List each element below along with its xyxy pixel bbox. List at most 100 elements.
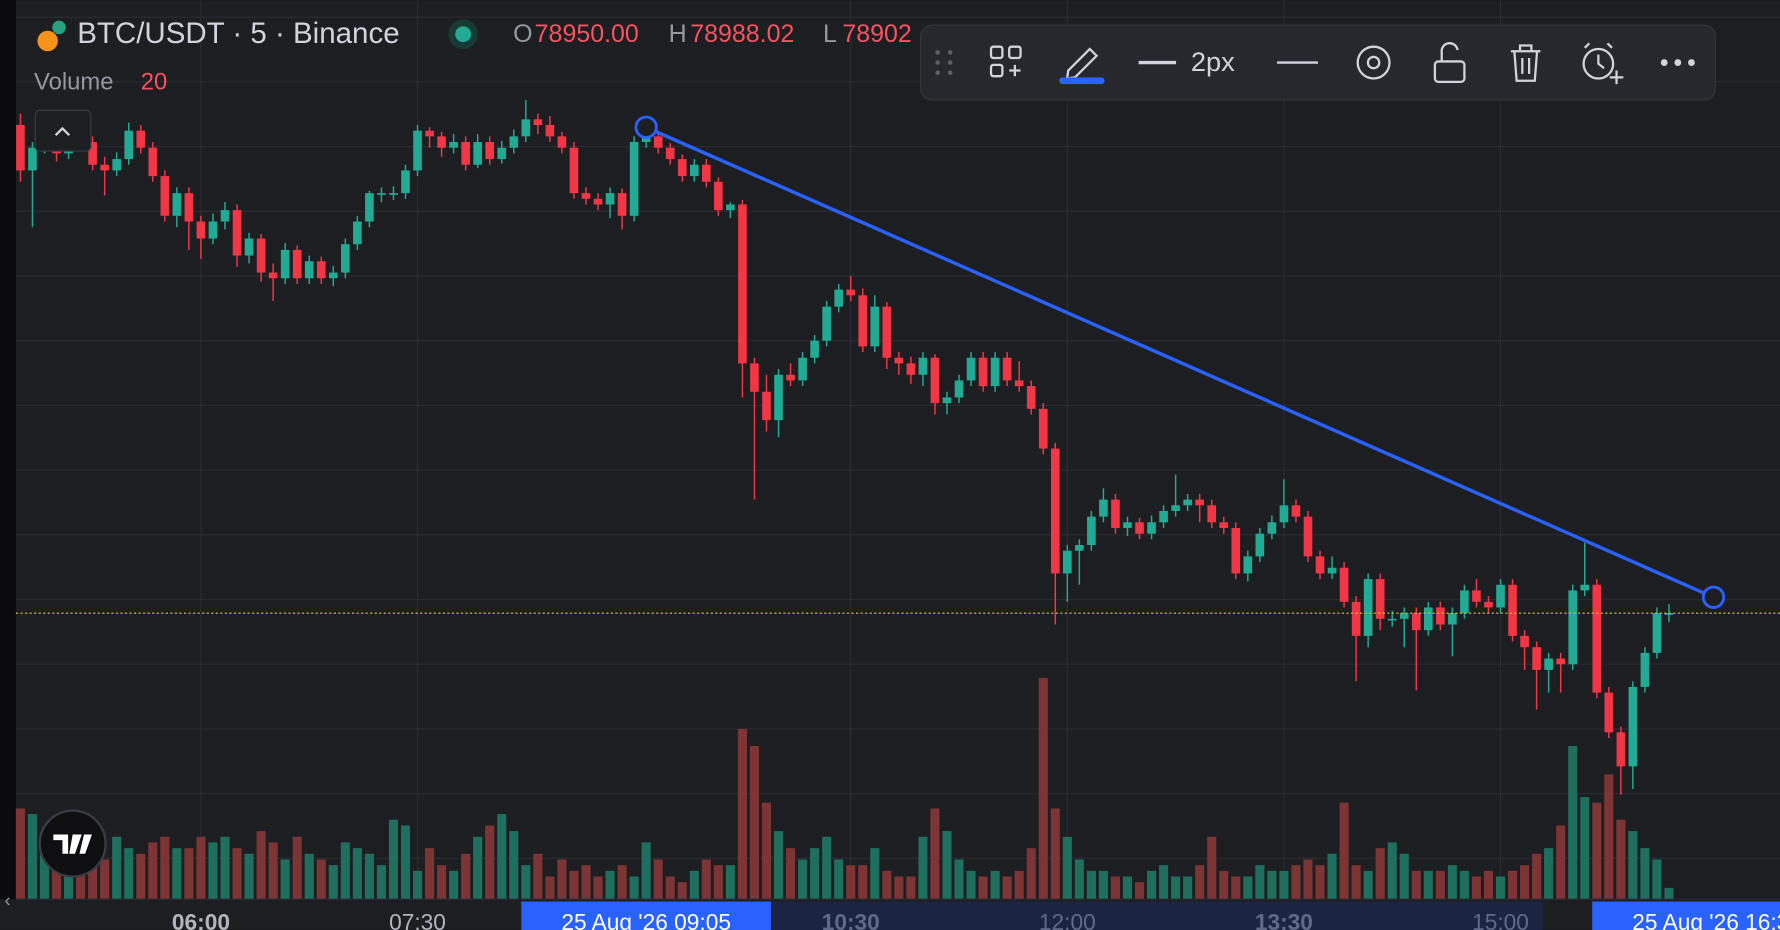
candle-body [377,193,386,195]
volume-bar [617,865,627,900]
template-button[interactable] [989,45,1022,78]
candle-body [1387,618,1397,621]
candle-body [906,363,916,375]
volume-bar [376,865,386,900]
volume-bar [328,865,338,900]
volume-bar [593,876,603,900]
candle-body [581,193,591,199]
candle-body [1616,732,1626,767]
volume-bar [1351,865,1361,900]
volume-bar [737,728,747,900]
candle-body [1183,499,1192,506]
settings-button[interactable] [1356,45,1391,80]
candle-body [401,170,410,194]
alert-button[interactable] [1582,42,1624,85]
volume-bar [653,859,663,900]
candle-body [413,130,422,171]
candle-body [280,249,290,279]
overlay-layer [15,115,1780,614]
volume-bar [1219,870,1229,900]
more-button[interactable] [1660,59,1695,66]
volume-bar [364,853,374,900]
volume-bar [1074,859,1084,900]
volume-bar [1592,802,1602,900]
drawing-toolbar: 2px [920,24,1716,101]
candle-body [256,238,266,273]
candle-body [1363,579,1373,636]
lock-button[interactable] [1433,42,1466,84]
candle-body [1544,658,1553,670]
candle-body [328,272,338,279]
candle-body [232,210,242,256]
candle-body [1448,613,1457,625]
candle-body [1520,635,1529,648]
crosshair-label-bg [1592,901,1780,930]
candle-body [1002,357,1012,381]
candle-body [1604,692,1614,733]
volume-bar [184,848,194,900]
volume-bar [1062,836,1072,900]
line-width-button[interactable]: 2px [1138,46,1236,77]
volume-bar [148,842,158,900]
candle-body [834,289,844,307]
volume-bar [1471,876,1481,900]
candle-body [870,306,880,347]
candle-body [1159,510,1168,523]
volume-bar [569,870,579,900]
volume-bar [1604,774,1614,900]
candle-body [1195,499,1204,506]
volume-bar [1399,853,1409,900]
volume-bar [701,859,711,900]
ohlc-value: 78902 [842,20,911,48]
volume-bar [1255,865,1265,900]
candle-body [184,193,194,222]
ohlc-label: L [823,20,837,48]
candle-body [858,295,868,347]
candle-body [497,147,507,160]
volume-bar [509,831,519,900]
volume-bar [1508,870,1518,900]
candle-body [786,374,795,381]
candle-body [641,136,651,143]
candle-body [714,181,723,211]
drag-handle[interactable] [935,50,953,76]
candle-body [1580,584,1590,591]
volume-bar [1159,865,1169,900]
volume-bar [557,859,567,900]
candle-body [1652,613,1662,653]
collapse-icon [54,126,71,137]
candle-body [894,357,904,364]
volume-bar [39,836,50,900]
candle-body [292,249,302,279]
candle-body [461,142,470,165]
volume-bar [256,831,266,900]
volume-bar [1315,865,1325,900]
candle-body [1339,567,1349,602]
candle-body [1219,522,1229,529]
candle-body [762,391,771,421]
volume-bar [497,814,507,900]
candle-body [509,136,519,148]
candle-body [617,193,627,216]
candle-body [978,357,988,387]
volume-bar [689,870,699,900]
volume-bar [15,808,25,900]
color-button[interactable] [1059,47,1105,85]
collapse-button[interactable] [34,109,92,152]
volume-bar [1435,870,1445,900]
volume-bar [665,876,675,900]
delete-button[interactable] [1510,44,1541,82]
usdt-icon [52,20,66,35]
candle-body [1026,386,1036,409]
scroll-arrow[interactable]: ‹ [5,890,11,910]
volume-bar [88,853,98,900]
volume-bar [1556,825,1566,900]
volume-bar [930,808,940,900]
volume-bar [786,848,796,900]
volume-bar [388,819,399,900]
volume-bar [124,848,134,900]
volume-bar [1568,745,1578,900]
candle-body [389,193,398,195]
trend-handle [1701,585,1726,609]
volume-bar [1183,876,1193,900]
